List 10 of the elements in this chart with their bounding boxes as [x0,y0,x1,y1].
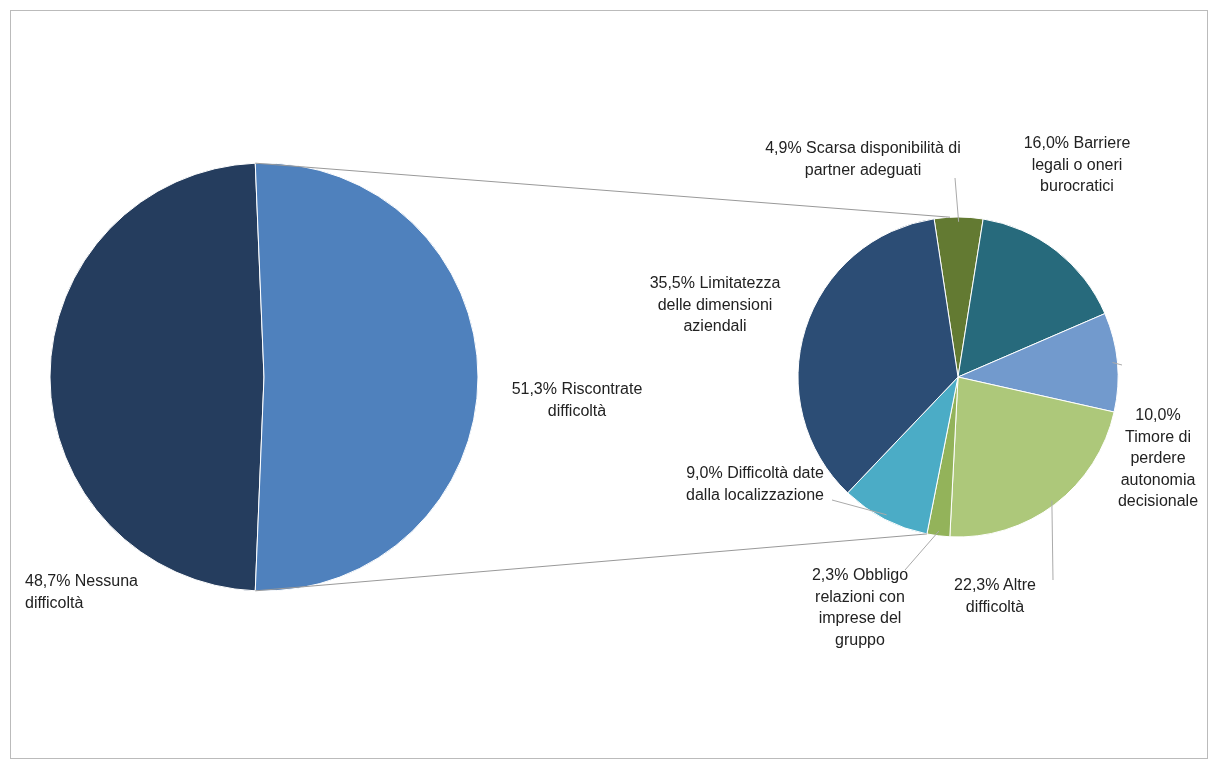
slice-label: 35,5% Limitatezza delle dimensioni aziendali [649,274,781,335]
slice-label: Timore di perdere autonomia decisionale [1117,427,1199,510]
slice-label: 16,0% Barriere legali o oneri burocratici [1023,134,1131,195]
slice-label: 4,9% Scarsa disponibilità di partner adeguati [765,139,961,178]
slice-label: 2,3% Obbligo relazioni con imprese del gruppo [811,566,909,648]
data-label: 10,0% [1135,406,1181,423]
slice-label: 9,0% Difficoltà date dalla localizzazione [686,464,825,503]
slice-label: 48,7% Nessuna difficoltà [25,572,139,611]
slice-label: 51,3% Riscontrate difficoltà [511,380,643,419]
slice-label: 22,3% Altre difficoltà [954,576,1037,615]
